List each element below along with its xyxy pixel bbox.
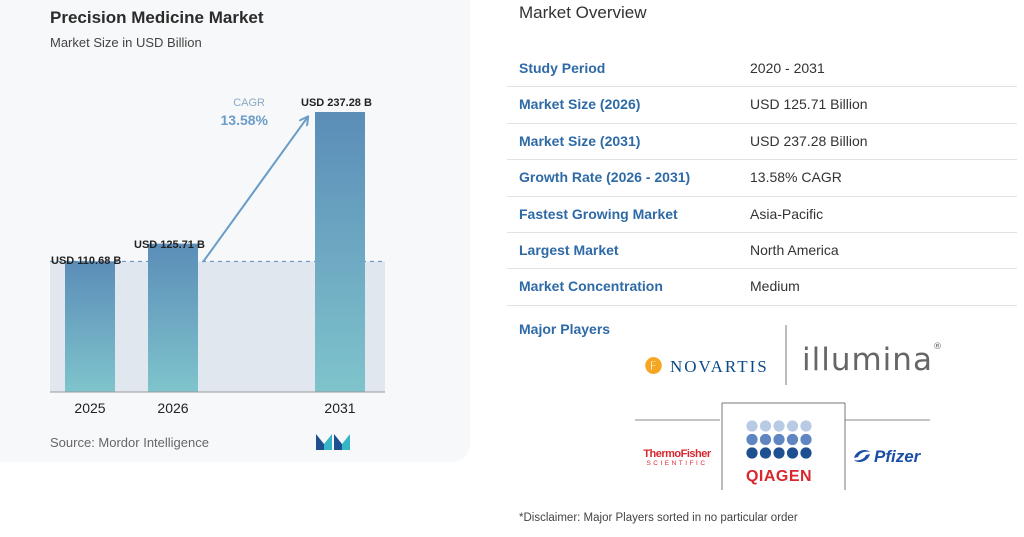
- thermofisher-logo: ThermoFisher SCIENTIFIC: [636, 448, 718, 467]
- pfizer-swirl-icon: [854, 450, 870, 462]
- disclaimer: *Disclaimer: Major Players sorted in no …: [519, 512, 798, 524]
- overview-label: Market Size (2026): [519, 96, 641, 113]
- overview-label: Market Size (2031): [519, 132, 641, 149]
- overview-label: Growth Rate (2026 - 2031): [519, 169, 691, 186]
- major-players-label: Major Players: [519, 321, 611, 337]
- bar-chart: USD 110.68 B USD 125.71 B USD 237.28 B 2025…: [50, 97, 385, 416]
- qiagen-dot: [746, 447, 758, 459]
- overview-row-market-size-2026: Market Size (2026) USD 125.71 Billion: [507, 87, 1017, 124]
- overview-row-largest-market: Largest Market North America: [507, 233, 1017, 270]
- overview-value: Asia-Pacific: [750, 205, 824, 222]
- overview-label: Largest Market: [519, 241, 619, 258]
- overview-value: USD 125.71 Billion: [750, 96, 868, 113]
- chart-subtitle: Market Size in USD Billion: [50, 35, 202, 50]
- qiagen-dot: [786, 433, 799, 446]
- tick-label-2026: 2026: [157, 400, 188, 416]
- thermofisher-logo-subtext: SCIENTIFIC: [646, 460, 708, 467]
- bar-2031: [315, 112, 365, 392]
- overview-row-fastest-growing: Fastest Growing Market Asia-Pacific: [507, 197, 1017, 233]
- overview-value: Medium: [750, 278, 800, 295]
- qiagen-logo: QIAGEN: [744, 419, 814, 486]
- qiagen-dot: [800, 433, 812, 446]
- qiagen-dot: [759, 447, 772, 459]
- overview-row-growth-rate: Growth Rate (2026 - 2031) 13.58% CAGR: [507, 160, 1017, 197]
- players-grid-lines: [635, 325, 930, 490]
- data-label-2025: USD 110.68 B: [51, 255, 121, 267]
- overview-value: USD 237.28 Billion: [750, 132, 868, 149]
- bar-2026: [148, 243, 198, 392]
- tick-label-2025: 2025: [74, 400, 105, 416]
- data-label-2031: USD 237.28 B: [301, 97, 372, 109]
- data-label-2026: USD 125.71 B: [134, 239, 205, 251]
- qiagen-dot: [773, 420, 785, 432]
- qiagen-logo-text: QIAGEN: [745, 468, 813, 485]
- tick-label-2031: 2031: [324, 400, 355, 416]
- novartis-flame-icon: 🅕: [645, 357, 664, 377]
- registered-mark-icon: ®: [932, 342, 943, 352]
- overview-title: Market Overview: [519, 3, 647, 22]
- illumina-logo: illumina®: [802, 342, 943, 378]
- novartis-logo: 🅕 NOVARTIS: [645, 352, 769, 377]
- qiagen-dot: [759, 433, 772, 446]
- novartis-logo-text: NOVARTIS: [670, 357, 769, 376]
- overview-value: 13.58% CAGR: [750, 169, 842, 186]
- qiagen-dot: [786, 447, 799, 459]
- cagr-value: 13.58%: [221, 112, 269, 128]
- overview-label: Market Concentration: [519, 278, 663, 295]
- qiagen-dot: [773, 447, 785, 459]
- mordor-intelligence-logo: [316, 434, 350, 450]
- overview-label: Study Period: [519, 60, 606, 76]
- cagr-arrow: [202, 118, 307, 263]
- overview-row-concentration: Market Concentration Medium: [507, 269, 1017, 306]
- chart-card: Precision Medicine Market Market Size in…: [0, 0, 470, 462]
- qiagen-dot: [786, 420, 799, 432]
- overview-row-study-period: Study Period 2020 - 2031: [507, 51, 1017, 88]
- pfizer-logo-text: Pfizer: [874, 447, 921, 466]
- chart-source: Source: Mordor Intelligence: [50, 435, 209, 450]
- chart-title: Precision Medicine Market: [50, 8, 264, 27]
- qiagen-dot: [746, 433, 758, 446]
- qiagen-dot: [773, 433, 785, 446]
- qiagen-dot: [800, 447, 812, 459]
- qiagen-dot: [800, 420, 812, 432]
- overview-table: Study Period 2020 - 2031 Market Size (20…: [507, 51, 1017, 306]
- overview-label: Fastest Growing Market: [519, 205, 678, 222]
- illumina-logo-text: illumina: [802, 342, 933, 378]
- overview-value: 2020 - 2031: [750, 60, 825, 76]
- thermofisher-logo-text: ThermoFisher: [643, 448, 711, 460]
- cagr-label: CAGR: [233, 97, 265, 109]
- overview-row-market-size-2031: Market Size (2031) USD 237.28 Billion: [507, 124, 1017, 161]
- pfizer-logo: Pfizer: [852, 447, 920, 467]
- overview-value: North America: [750, 241, 839, 258]
- qiagen-dot: [759, 420, 772, 432]
- qiagen-dots-icon: [746, 420, 812, 459]
- bar-2025: [65, 261, 115, 392]
- qiagen-dot: [746, 420, 758, 432]
